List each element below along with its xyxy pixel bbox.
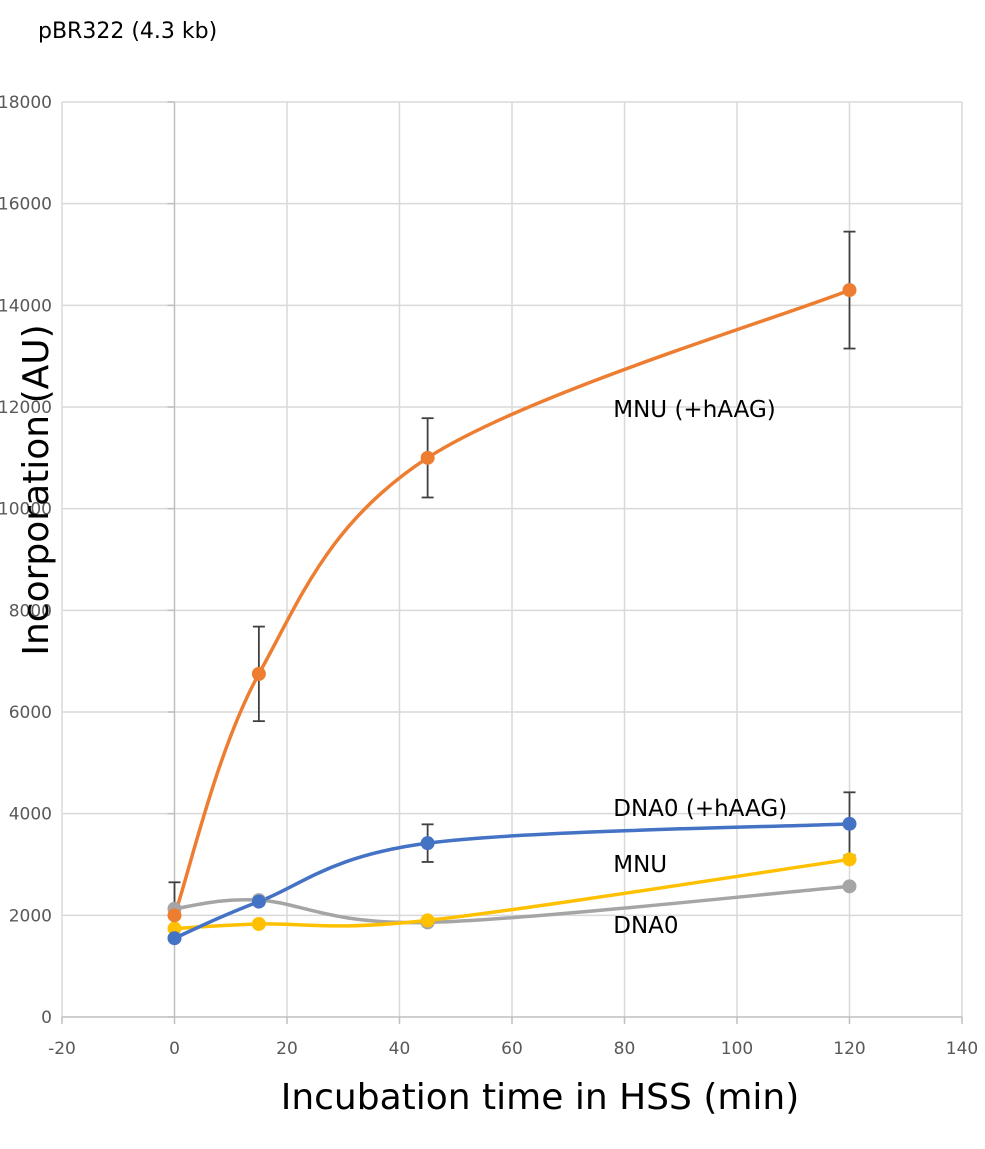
data-point-mnu-haag xyxy=(842,283,857,298)
y-tick-label: 14000 xyxy=(0,296,52,316)
data-point-mnu-haag xyxy=(251,666,266,681)
data-point-mnu-haag xyxy=(420,450,435,465)
x-tick-label: 40 xyxy=(389,1039,411,1059)
data-points xyxy=(167,283,857,946)
data-point-dna0-haag xyxy=(251,894,266,909)
data-point-mnu xyxy=(251,916,266,931)
x-tick-label: 120 xyxy=(833,1039,865,1059)
series-label-mnu: MNU xyxy=(613,852,667,878)
x-tick-labels: -20 0 20 40 60 80 100 120 140 xyxy=(48,1039,978,1059)
y-tick-label: 12000 xyxy=(0,398,52,418)
y-tick-label: 6000 xyxy=(9,703,52,723)
y-axis-title: Incorporation (AU) xyxy=(16,324,57,655)
y-tick-label: 18000 xyxy=(0,93,52,113)
data-point-mnu xyxy=(420,913,435,928)
series-line-dna0-haag xyxy=(172,822,852,940)
x-tick-label: 0 xyxy=(169,1039,180,1059)
x-tick-label: 60 xyxy=(501,1039,523,1059)
y-tick-label: 16000 xyxy=(0,195,52,215)
x-tick-label: 20 xyxy=(276,1039,298,1059)
x-tick-label: 140 xyxy=(946,1039,978,1059)
data-point-mnu-haag xyxy=(167,908,182,923)
x-axis-title: Incubation time in HSS (min) xyxy=(281,1077,800,1118)
series-line-mnu xyxy=(172,857,852,931)
x-tick-label: 100 xyxy=(721,1039,753,1059)
data-point-mnu xyxy=(842,852,857,867)
data-point-dna0 xyxy=(842,879,857,894)
series-lines xyxy=(172,288,852,940)
data-point-mnu xyxy=(167,921,182,936)
x-tick-label: 80 xyxy=(614,1039,636,1059)
y-tick-label: 2000 xyxy=(9,906,52,926)
grid-lines xyxy=(61,101,963,1017)
y-tick-labels: 0 2000 4000 6000 8000 10000 12000 14000 16000 180… xyxy=(0,93,52,1028)
series-labels: DNA0 MNU DNA0 (+hAAG) MNU (+hAAG) xyxy=(613,397,787,939)
axes xyxy=(61,101,963,1024)
chart-title: pBR322 (4.3 kb) xyxy=(38,19,217,44)
series-label-dna0: DNA0 xyxy=(613,913,678,939)
data-point-dna0-haag xyxy=(420,836,435,851)
y-tick-label: 4000 xyxy=(9,805,52,825)
x-tick-label: -20 xyxy=(48,1039,76,1059)
y-tick-label: 0 xyxy=(41,1008,52,1028)
y-tick-label: 10000 xyxy=(0,500,52,520)
data-point-dna0-haag xyxy=(842,816,857,831)
series-label-dna0-haag: DNA0 (+hAAG) xyxy=(613,796,787,822)
data-point-dna0-haag xyxy=(167,931,182,946)
y-tick-label: 8000 xyxy=(9,601,52,621)
series-label-mnu-haag: MNU (+hAAG) xyxy=(613,397,776,423)
series-line-mnu-haag xyxy=(172,288,852,918)
